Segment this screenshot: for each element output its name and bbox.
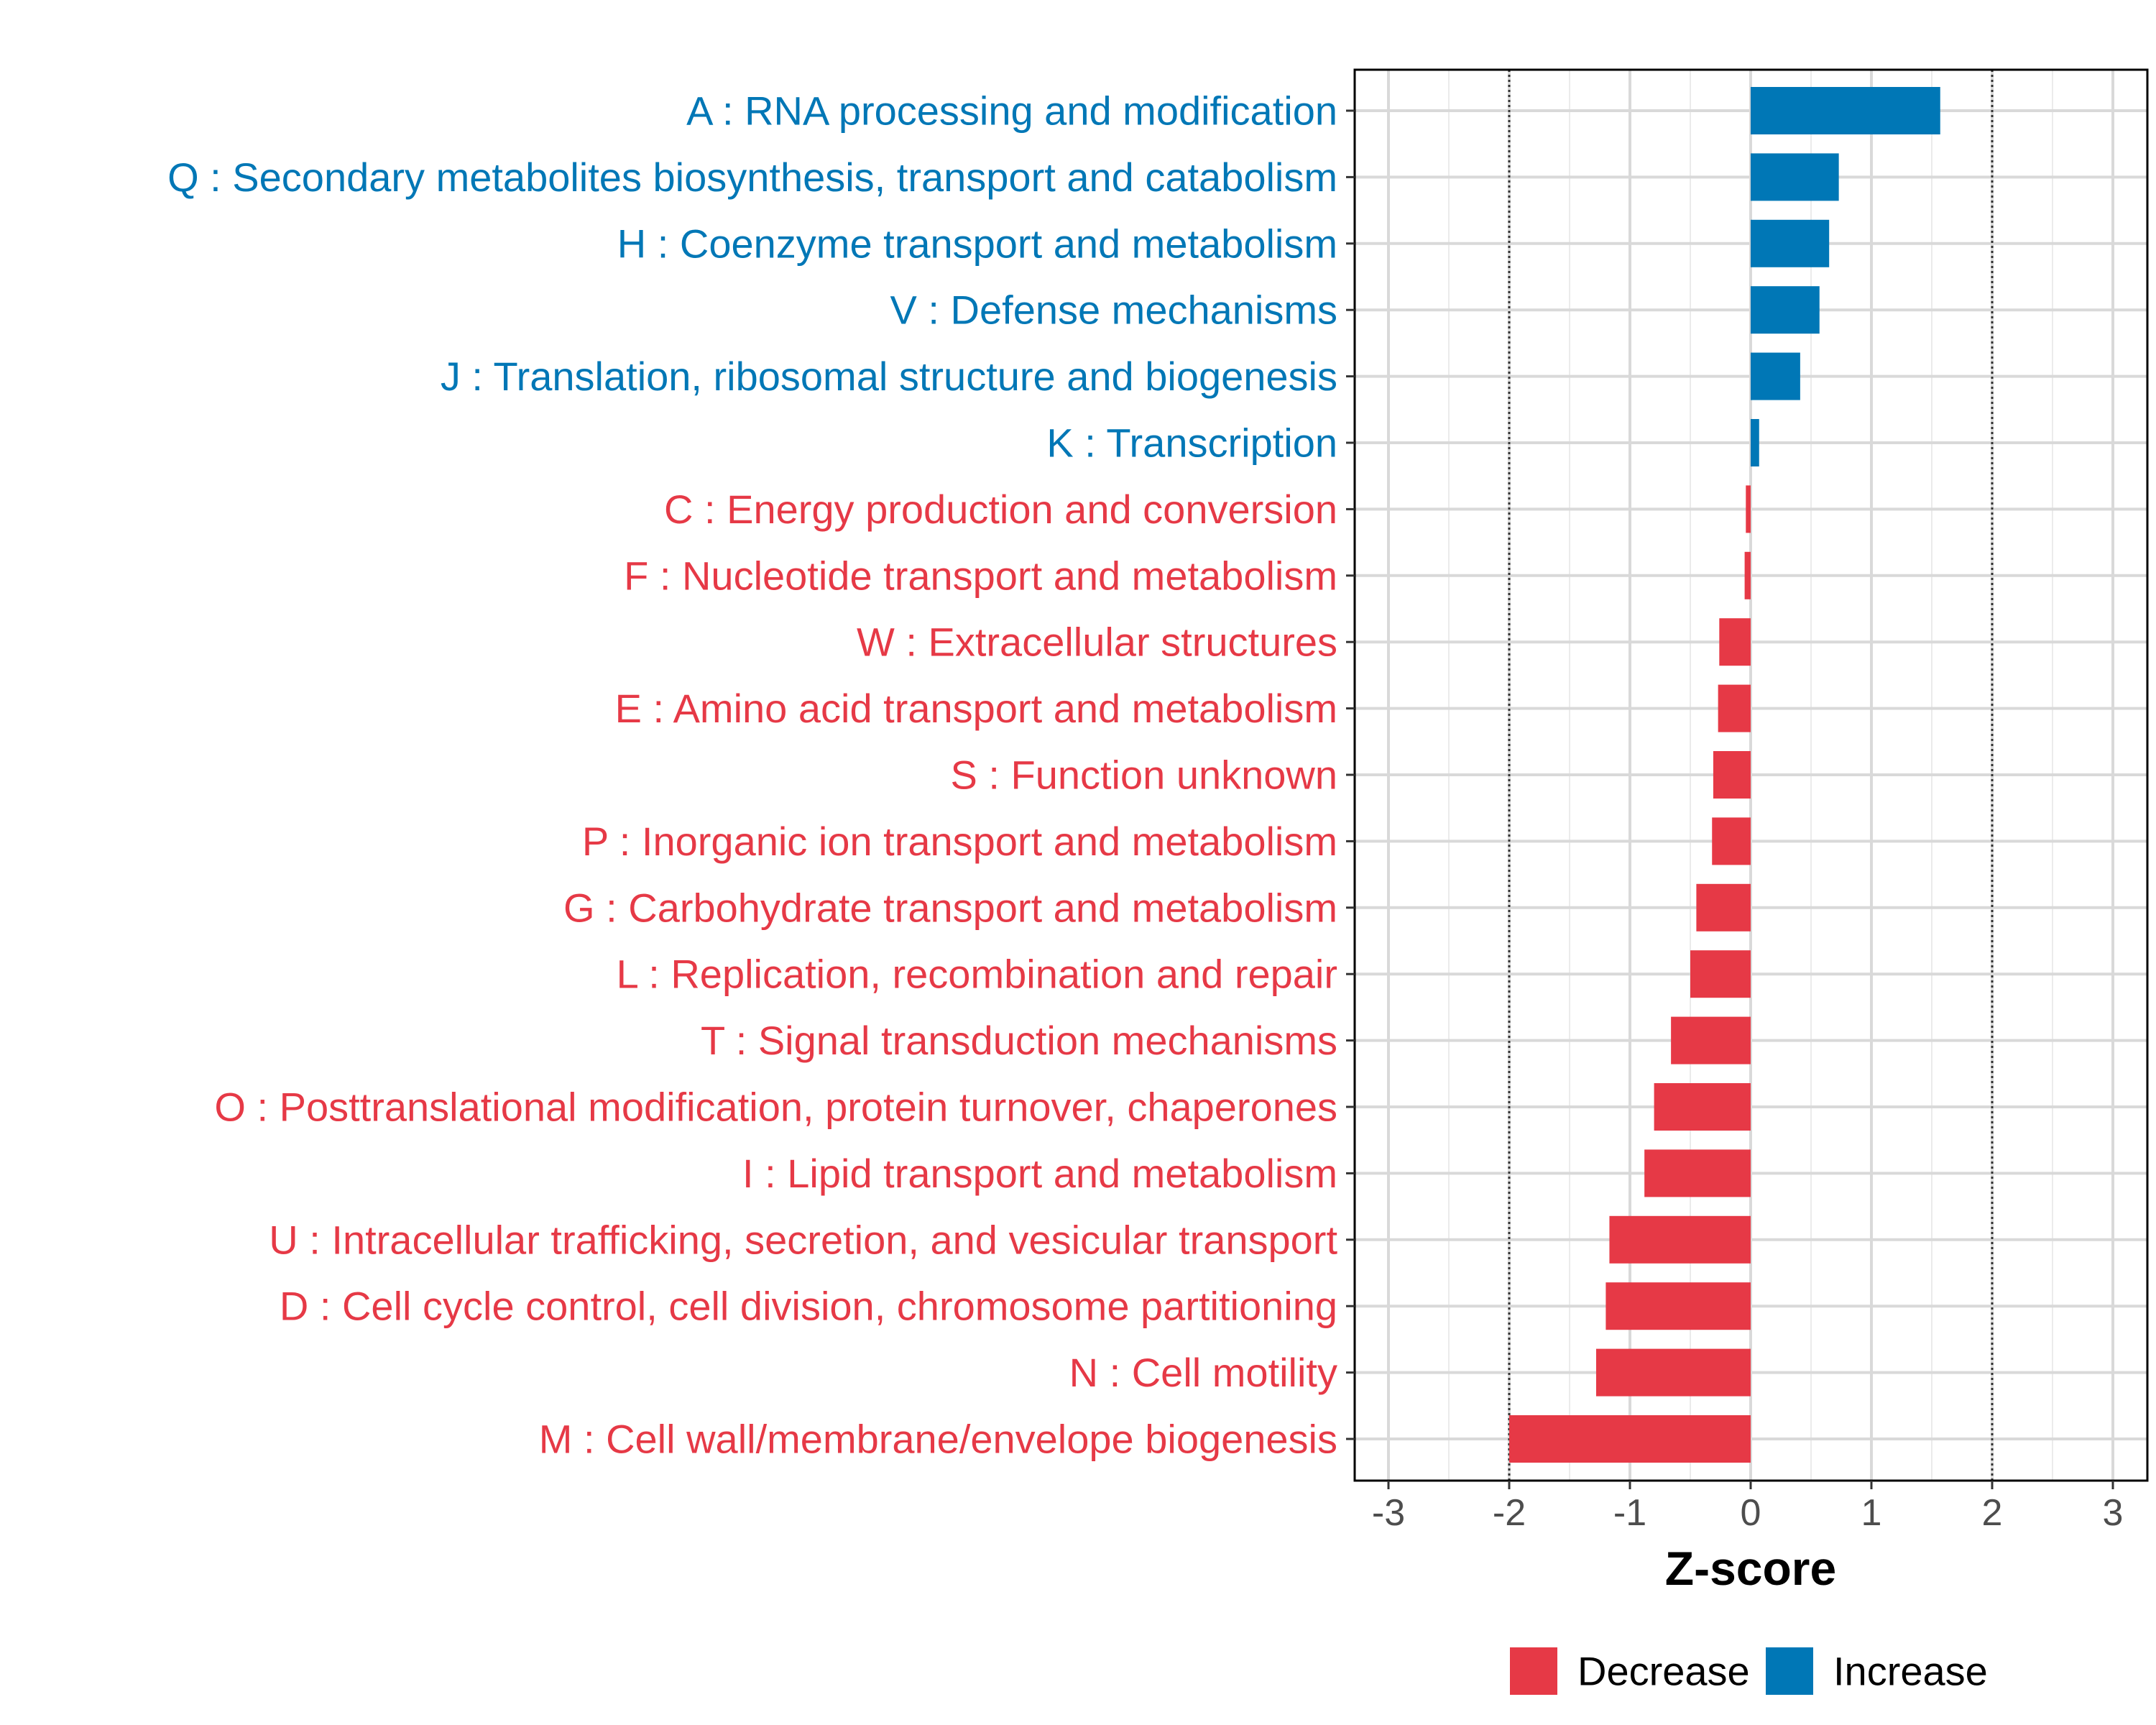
bar: [1690, 950, 1751, 998]
x-tick-label: 1: [1861, 1492, 1882, 1534]
y-axis-ticks: [1346, 109, 1355, 1440]
category-label: V : Defense mechanisms: [890, 288, 1337, 333]
category-label: N : Cell motility: [1069, 1350, 1337, 1395]
x-tick-label: 3: [2103, 1492, 2124, 1534]
bar: [1654, 1083, 1751, 1131]
legend: Decrease Increase: [1510, 1647, 1988, 1695]
bars: [1509, 87, 1940, 1463]
bar: [1606, 1282, 1751, 1330]
legend-swatch: [1766, 1647, 1813, 1695]
x-axis-title: Z-score: [1665, 1542, 1836, 1595]
category-label: W : Extracellular structures: [857, 620, 1337, 665]
bar: [1746, 485, 1751, 533]
x-tick-label: -3: [1372, 1492, 1405, 1534]
legend-swatch: [1510, 1647, 1557, 1695]
bar: [1718, 684, 1751, 732]
category-label: U : Intracellular trafficking, secretion…: [269, 1217, 1337, 1262]
bar: [1751, 219, 1830, 267]
category-label: O : Posttranslational modification, prot…: [214, 1085, 1337, 1130]
bar: [1751, 286, 1820, 334]
legend-label: Increase: [1833, 1649, 1988, 1694]
legend-label: Decrease: [1577, 1649, 1750, 1694]
bar: [1719, 618, 1751, 666]
category-label: M : Cell wall/membrane/envelope biogenes…: [539, 1417, 1337, 1462]
category-label: L : Replication, recombination and repai…: [617, 952, 1337, 997]
bar: [1509, 1415, 1751, 1463]
bar: [1751, 419, 1759, 466]
category-label: I : Lipid transport and metabolism: [742, 1151, 1337, 1196]
x-tick-label: -2: [1493, 1492, 1526, 1534]
category-label: G : Carbohydrate transport and metabolis…: [563, 885, 1337, 930]
bar: [1751, 352, 1800, 400]
bar: [1712, 817, 1751, 865]
category-label: D : Cell cycle control, cell division, c…: [280, 1284, 1337, 1329]
bar: [1609, 1215, 1751, 1264]
x-tick-label: 0: [1741, 1492, 1761, 1534]
y-axis-labels: A : RNA processing and modification Q : S…: [167, 88, 1337, 1462]
category-label: C : Energy production and conversion: [664, 487, 1337, 532]
bar: [1751, 153, 1839, 201]
x-axis-ticks: -3 -2 -1 0 1 2 3: [1372, 1481, 2124, 1534]
bar: [1713, 751, 1751, 799]
x-tick-label: 2: [1982, 1492, 2003, 1534]
category-label: Q : Secondary metabolites biosynthesis, …: [167, 155, 1337, 200]
bar: [1744, 551, 1751, 599]
bar: [1595, 1348, 1751, 1397]
bar: [1671, 1016, 1751, 1064]
category-label: K : Transcription: [1046, 420, 1337, 466]
category-label: E : Amino acid transport and metabolism: [615, 686, 1337, 731]
category-label: P : Inorganic ion transport and metaboli…: [582, 819, 1337, 864]
category-label: A : RNA processing and modification: [686, 88, 1337, 134]
bar: [1644, 1149, 1751, 1197]
bar: [1696, 883, 1751, 932]
category-label: J : Translation, ribosomal structure and…: [441, 354, 1337, 399]
x-tick-label: -1: [1613, 1492, 1646, 1534]
category-label: S : Function unknown: [950, 753, 1337, 798]
reference-lines: [1508, 70, 1994, 1481]
category-label: H : Coenzyme transport and metabolism: [617, 221, 1337, 266]
category-label: F : Nucleotide transport and metabolism: [624, 553, 1337, 598]
category-label: T : Signal transduction mechanisms: [701, 1018, 1337, 1063]
bar: [1751, 87, 1940, 134]
